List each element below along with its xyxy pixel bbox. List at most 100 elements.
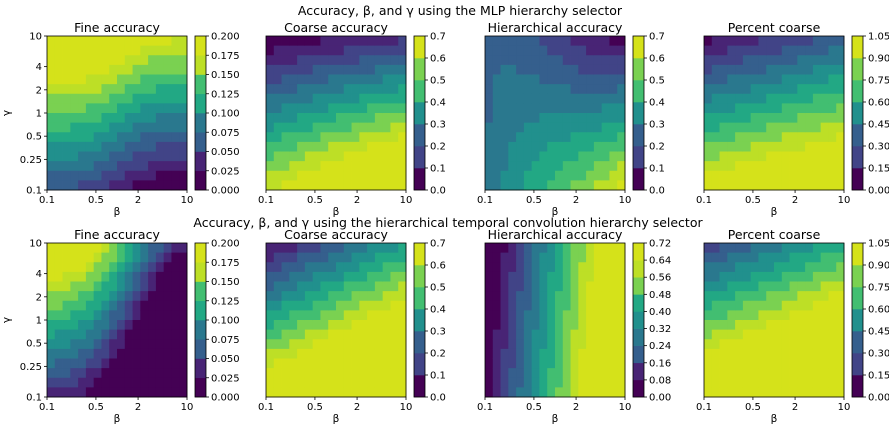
contour-cell: [781, 377, 790, 388]
contour-cell: [132, 358, 141, 369]
contour-cell: [179, 291, 188, 302]
contour-cell: [539, 300, 548, 311]
contour-cell: [351, 329, 360, 340]
colorbar-segment: [195, 132, 206, 152]
contour-cell: [704, 339, 713, 350]
contour-cell: [508, 339, 517, 350]
contour-cell: [805, 74, 814, 85]
contour-cell: [304, 252, 314, 263]
contour-cell: [727, 262, 736, 273]
contour-cell: [531, 377, 540, 388]
contour-cell: [704, 55, 713, 66]
contour-cell: [735, 271, 744, 282]
contour-cell: [516, 310, 525, 321]
contour-cell: [742, 36, 752, 47]
row-title-bottom: Accuracy, β, and γ using the hierarchica…: [193, 215, 703, 230]
contour-cell: [555, 320, 564, 331]
contour-cell: [766, 262, 775, 273]
contour-cell: [820, 180, 829, 191]
contour-cell: [62, 281, 71, 292]
contour-cell: [54, 161, 63, 172]
contour-cell: [351, 320, 360, 331]
contour-cell: [774, 45, 783, 56]
contour-cell: [750, 151, 759, 162]
contour-cell: [617, 113, 626, 124]
contour-cell: [62, 180, 71, 191]
contour-cell: [273, 74, 282, 85]
y-tick-label: 0.25: [20, 362, 42, 373]
contour-cell: [766, 358, 775, 369]
x-tick-label: 2: [792, 402, 798, 413]
contour-cell: [343, 122, 352, 133]
contour-cell: [343, 358, 352, 369]
contour-cell: [312, 300, 321, 311]
contour-cell: [132, 103, 141, 114]
contour-cell: [62, 377, 71, 388]
contour-cell: [812, 55, 822, 66]
colorbar-tick-label: 0.000: [211, 393, 240, 404]
contour-cell: [812, 339, 822, 350]
contour-cell: [562, 291, 571, 302]
contour-cell: [758, 339, 767, 350]
contour-cell: [148, 271, 157, 282]
contour-cell: [398, 252, 407, 263]
contour-cell: [531, 348, 540, 359]
contour-cell: [62, 320, 71, 331]
contour-cell: [750, 348, 759, 359]
contour-cell: [516, 281, 525, 292]
contour-cell: [766, 74, 775, 85]
contour-cell: [774, 74, 783, 85]
contour-cell: [297, 291, 306, 302]
colorbar-tick-label: 0.5: [430, 76, 446, 87]
contour-cell: [155, 113, 165, 124]
contour-cell: [727, 132, 736, 143]
contour-cell: [758, 45, 767, 56]
contour-cell: [523, 310, 533, 321]
contour-cell: [351, 161, 360, 172]
contour-cell: [742, 368, 752, 379]
contour-cell: [47, 377, 56, 388]
contour-cell: [85, 132, 95, 143]
contour-cell: [617, 387, 626, 398]
contour-cell: [171, 300, 180, 311]
contour-cell: [163, 74, 172, 85]
contour-cell: [312, 348, 321, 359]
contour-cell: [758, 300, 767, 311]
contour-cell: [531, 141, 540, 152]
contour-cell: [78, 387, 87, 398]
contour-cell: [70, 180, 79, 191]
colorbar-segment: [633, 124, 644, 147]
contour-cell: [336, 252, 345, 263]
contour-cell: [266, 180, 275, 191]
contour-cell: [312, 339, 321, 350]
contour-cell: [609, 291, 618, 302]
contour-cell: [555, 300, 564, 311]
contour-cell: [555, 339, 564, 350]
contour-cell: [85, 262, 95, 273]
contour-cell: [492, 84, 501, 95]
contour-cell: [812, 36, 822, 47]
contour-cell: [54, 358, 63, 369]
contour-cell: [531, 252, 540, 263]
contour-cell: [727, 271, 736, 282]
colorbar-tick-label: 0.200: [211, 32, 240, 43]
contour-cell: [374, 310, 384, 321]
contour-cell: [719, 320, 728, 331]
contour-cell: [124, 122, 133, 133]
contour-cell: [704, 358, 713, 369]
contour-cell: [85, 243, 95, 254]
contour-cell: [78, 368, 87, 379]
contour-cell: [117, 170, 126, 181]
contour-cell: [382, 310, 391, 321]
contour-cell: [320, 377, 329, 388]
contour-cell: [359, 377, 368, 388]
contour-cell: [281, 271, 290, 282]
contour-cell: [93, 262, 102, 273]
contour-cell: [281, 45, 290, 56]
contour-cell: [70, 151, 79, 162]
contour-cell: [140, 180, 149, 191]
contour-cell: [163, 243, 172, 254]
contour-cell: [343, 103, 352, 114]
contour-cell: [155, 348, 165, 359]
contour-cell: [367, 310, 376, 321]
